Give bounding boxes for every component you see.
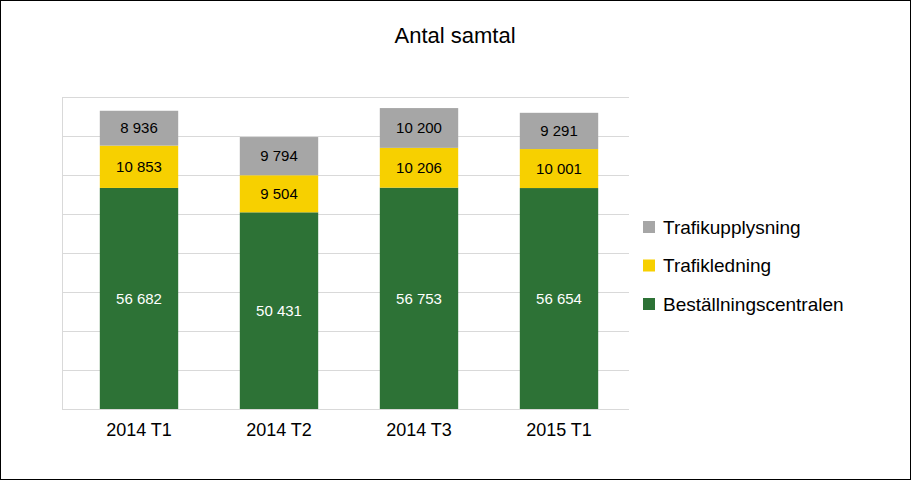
data-label: 9 794 <box>260 147 298 164</box>
x-tick: 2014 T1 <box>106 409 172 440</box>
bar <box>240 137 318 175</box>
x-axis: 2014 T1 2014 T2 2014 T3 2015 T1 <box>62 409 629 440</box>
bar <box>100 146 178 188</box>
x-axis-line <box>62 409 629 410</box>
legend-item: Trafikupplysning <box>643 217 801 238</box>
y-axis-line <box>63 98 630 410</box>
data-label: 10 001 <box>536 160 582 177</box>
bar <box>240 212 318 409</box>
data-label: 9 291 <box>540 122 578 139</box>
data-label: 9 504 <box>260 185 298 202</box>
data-label: 56 753 <box>396 290 442 307</box>
x-tick: 2015 T1 <box>526 409 592 440</box>
bars <box>100 108 598 409</box>
data-label: 56 682 <box>116 290 162 307</box>
data-label: 10 206 <box>396 159 442 176</box>
x-tick: 2014 T3 <box>386 409 452 440</box>
bar <box>100 188 178 409</box>
data-label: 50 431 <box>256 302 302 319</box>
bar <box>380 108 458 148</box>
bar <box>100 111 178 146</box>
data-label: 56 654 <box>536 290 582 307</box>
x-tick: 2014 T2 <box>246 409 312 440</box>
legend-item: Beställningscentralen <box>643 294 844 315</box>
chart: Antal samtal 2014 T1 2014 T2 2014 T3 2015 T1… <box>0 0 911 480</box>
grid-line <box>62 97 629 98</box>
bar <box>520 149 598 188</box>
y-tick <box>62 97 629 98</box>
legend-label: Beställningscentralen <box>663 294 844 315</box>
bar <box>520 188 598 409</box>
legend-swatch <box>643 260 655 272</box>
data-label: 8 936 <box>120 119 158 136</box>
legend-label: Trafikledning <box>663 255 771 276</box>
legend-swatch <box>643 298 655 310</box>
frame <box>1 1 911 480</box>
bar <box>240 175 318 212</box>
x-tick-label: 2015 T1 <box>526 420 592 440</box>
y-axis <box>62 98 629 410</box>
y-tick <box>62 409 629 410</box>
legend-item: Trafikledning <box>643 255 771 276</box>
legend-swatch <box>643 221 655 233</box>
bar <box>380 188 458 409</box>
x-tick-label: 2014 T3 <box>386 420 452 440</box>
bar <box>520 113 598 149</box>
data-labels: 56 682 50 431 56 753 56 654 10 853 9 504 10 20… <box>116 119 582 319</box>
legend: Trafikupplysning Trafikledning Beställning… <box>643 217 844 315</box>
legend-label: Trafikupplysning <box>663 217 801 238</box>
x-tick-label: 2014 T1 <box>106 420 172 440</box>
data-label: 10 853 <box>116 158 162 175</box>
title: Antal samtal <box>394 23 515 48</box>
data-label: 10 200 <box>396 119 442 136</box>
bar <box>380 148 458 188</box>
x-tick-label: 2014 T2 <box>246 420 312 440</box>
grid-line <box>62 409 629 410</box>
